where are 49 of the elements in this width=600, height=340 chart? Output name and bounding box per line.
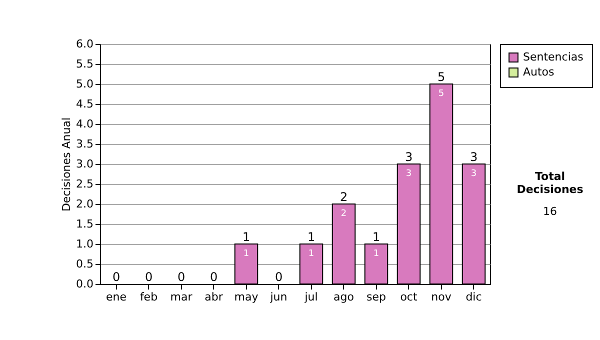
x-tick-label: jul xyxy=(304,290,318,304)
x-tick-label: mar xyxy=(170,290,193,304)
x-tick-label: ene xyxy=(106,290,127,304)
y-tick-label: 4.0 xyxy=(76,118,94,130)
y-tick-label: 0.0 xyxy=(76,278,94,290)
text: Total Decisiones xyxy=(516,170,584,196)
legend-label: Autos xyxy=(523,66,555,78)
y-tick-label: 1.5 xyxy=(76,218,94,230)
total-label: 1 xyxy=(242,230,250,244)
y-tick-label: 0.5 xyxy=(76,258,94,270)
x-tick-label: ago xyxy=(334,290,354,304)
total-label: 3 xyxy=(404,150,413,164)
total-label: 2 xyxy=(340,190,348,204)
total-label: 0 xyxy=(112,270,120,284)
data-label: 3 xyxy=(406,169,412,179)
total-label: 5 xyxy=(437,70,446,84)
x-tick-label: dic xyxy=(466,290,482,304)
total-label: 0 xyxy=(274,270,283,284)
total-label: 0 xyxy=(210,270,218,284)
x-tick-label: sep xyxy=(366,290,386,304)
total-label: 1 xyxy=(307,230,316,244)
text: 16 xyxy=(542,205,558,218)
y-tick-label: 2.0 xyxy=(76,198,94,210)
y-axis-title: Decisiones Anual xyxy=(60,117,74,212)
total-label: 0 xyxy=(144,270,153,284)
total-label: 3 xyxy=(470,150,478,164)
total-label: 1 xyxy=(372,230,380,244)
data-label: 1 xyxy=(308,249,314,259)
data-label: 2 xyxy=(340,209,347,219)
data-label: 1 xyxy=(373,249,380,259)
y-tick-label: 6.0 xyxy=(76,38,94,50)
data-label: 1 xyxy=(243,249,250,259)
y-tick-label: 3.0 xyxy=(76,158,94,170)
y-tick-label: 2.5 xyxy=(76,178,94,190)
x-tick-label: nov xyxy=(431,290,452,304)
data-label: 5 xyxy=(438,89,444,99)
y-tick-label: 1.0 xyxy=(76,238,94,250)
x-tick-label: feb xyxy=(140,290,158,304)
y-tick-label: 5.0 xyxy=(76,78,94,90)
x-tick-label: jun xyxy=(269,290,288,304)
y-tick-label: 3.5 xyxy=(76,138,94,150)
x-tick-label: may xyxy=(234,290,259,304)
total-label: 0 xyxy=(177,270,186,284)
y-tick-label: 4.5 xyxy=(76,98,94,110)
y-tick-label: 5.5 xyxy=(76,58,94,70)
x-tick-label: abr xyxy=(204,290,224,304)
data-label: 3 xyxy=(470,169,477,179)
legend-label: Sentencias xyxy=(523,50,584,64)
x-tick-label: oct xyxy=(400,290,418,304)
